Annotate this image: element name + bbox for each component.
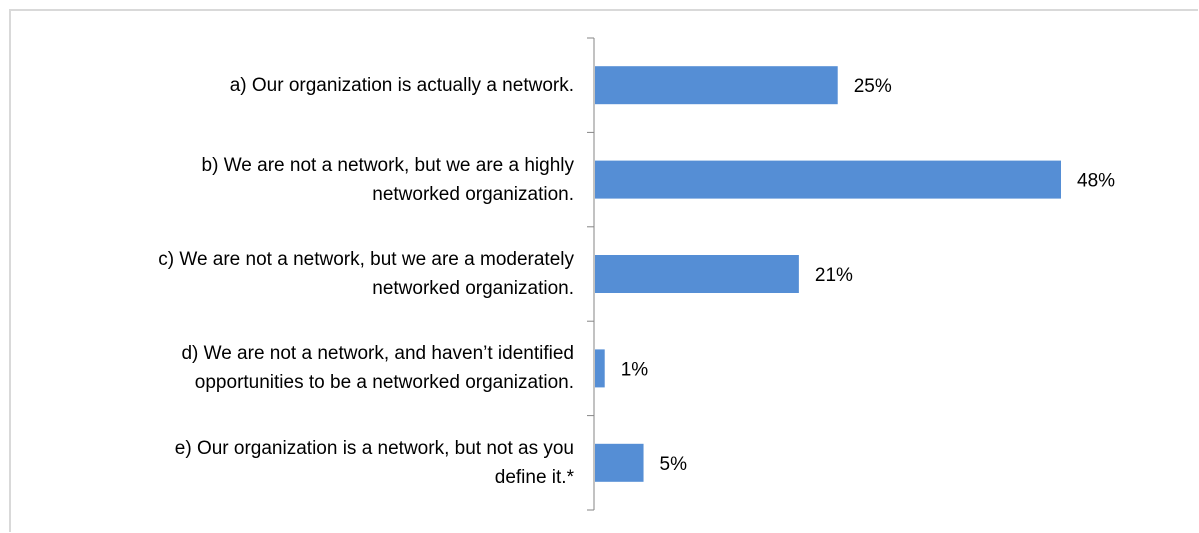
category-label: d) We are not a network, and haven’t ide…: [181, 343, 574, 394]
category-label: a) Our organization is actually a networ…: [229, 74, 574, 96]
category-label: c) We are not a network, but we are a mo…: [158, 249, 574, 299]
bar: [595, 255, 799, 293]
value-label: 21%: [815, 265, 853, 286]
value-label: 48%: [1077, 171, 1115, 192]
bar: [595, 349, 605, 388]
bar: [595, 443, 644, 482]
bar: [595, 160, 1061, 199]
bar: [595, 66, 838, 105]
value-label: 25%: [854, 76, 892, 97]
category-label: b) We are not a network, but we are a hi…: [201, 154, 574, 205]
chart-frame: [9, 9, 1198, 532]
category-label: e) Our organization is a network, but no…: [174, 437, 574, 488]
value-label: 5%: [660, 454, 688, 475]
value-label: 1%: [621, 359, 649, 380]
